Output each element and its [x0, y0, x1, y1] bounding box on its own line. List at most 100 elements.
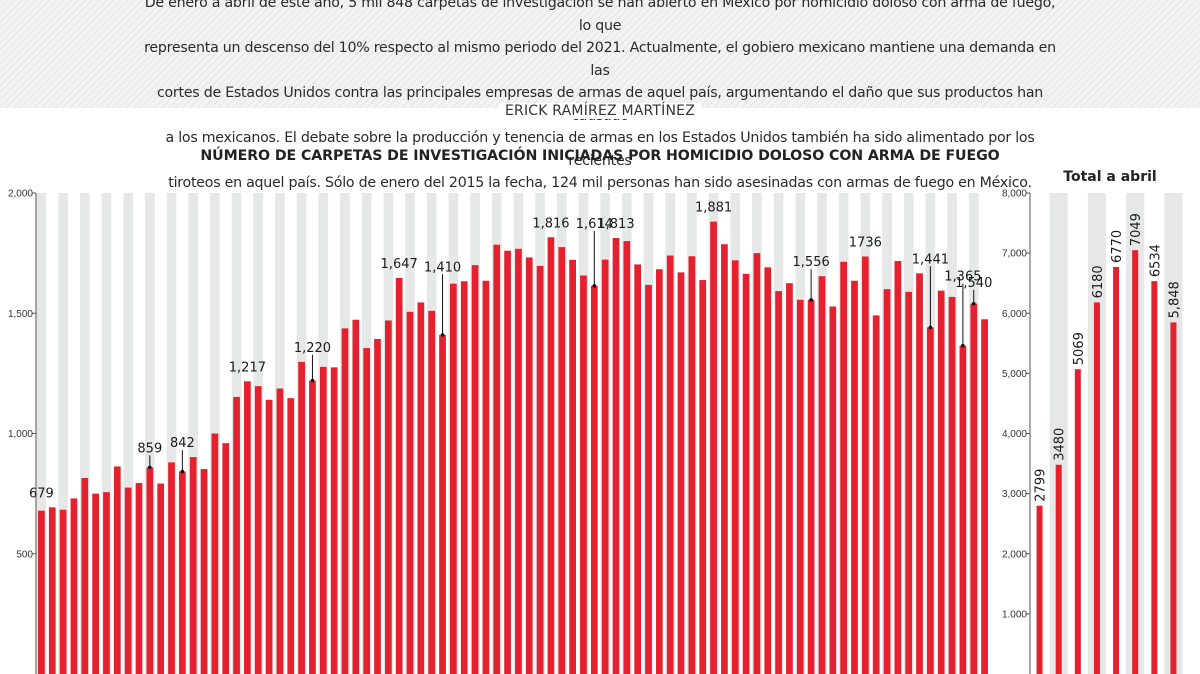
bar	[384, 320, 392, 674]
side-chart-title: Total a abril	[1063, 169, 1157, 185]
month-stripe	[145, 193, 155, 674]
chart-title: NÚMERO DE CARPETAS DE INVESTIGACIÓN INIC…	[200, 148, 1000, 164]
bar	[460, 281, 468, 674]
data-label: 859	[137, 441, 162, 456]
bar	[70, 498, 78, 674]
month-stripe	[188, 193, 199, 674]
bar	[677, 272, 685, 674]
bar	[515, 248, 522, 674]
year-bar-label: 5,848	[1167, 281, 1182, 318]
bar	[59, 509, 67, 674]
bar	[265, 399, 273, 674]
y-tick-label: 1,500	[8, 309, 33, 320]
annotation-dot	[971, 301, 976, 306]
year-bar-label: 2799	[1034, 469, 1049, 502]
side-y-tick-label: 2,000	[1002, 549, 1027, 560]
data-label: 1,816	[532, 216, 569, 231]
bar	[916, 273, 923, 674]
bar	[525, 257, 533, 674]
bar	[309, 380, 316, 674]
annotation-dot	[928, 325, 933, 330]
bar	[178, 471, 186, 674]
bar	[330, 367, 338, 674]
bar	[655, 269, 663, 674]
bar	[764, 267, 772, 674]
y-tick-label: 2,000	[8, 189, 33, 200]
year-bar-label: 5069	[1072, 332, 1087, 365]
bar	[146, 467, 154, 674]
bar	[851, 280, 858, 674]
intro-line: representa un descenso del 10% respecto …	[144, 40, 1056, 79]
bar	[298, 361, 305, 674]
year-bar	[1113, 266, 1120, 674]
bar	[818, 276, 826, 674]
annotation-dot	[592, 284, 597, 288]
bar	[244, 381, 251, 674]
year-bar	[1074, 369, 1081, 674]
y-tick-label: 1,000	[8, 429, 33, 440]
side-y-tick-label: 1.000	[1002, 609, 1027, 620]
year-bar	[1151, 281, 1158, 674]
bar	[796, 299, 804, 674]
year-stripe	[1049, 193, 1068, 674]
bar	[590, 285, 598, 674]
bar	[222, 443, 230, 674]
annotation-dot	[148, 465, 152, 470]
bar	[959, 345, 967, 674]
bar	[200, 469, 208, 674]
bar	[981, 319, 988, 674]
bar	[905, 291, 913, 674]
side-y-tick-label: 8,000	[1002, 189, 1027, 200]
author-name: ERICK RAMÍREZ MARTÍNEZ	[498, 103, 702, 119]
month-stripe	[123, 193, 133, 674]
bar	[103, 492, 110, 674]
month-stripe	[36, 193, 47, 674]
bar	[699, 280, 707, 674]
data-label: 842	[170, 436, 195, 451]
bar	[894, 261, 902, 674]
bar	[439, 334, 446, 674]
bar	[135, 483, 143, 674]
month-stripe	[58, 193, 68, 674]
side-y-tick-label: 6,000	[1002, 309, 1027, 320]
bar	[883, 289, 891, 674]
bar	[254, 386, 262, 674]
bar	[341, 328, 349, 674]
year-bar	[1093, 302, 1100, 674]
bar	[569, 259, 576, 674]
year-bar	[1132, 250, 1139, 674]
bar	[157, 483, 165, 674]
bar	[319, 366, 327, 674]
bar	[428, 310, 436, 674]
bar	[623, 241, 631, 674]
bar	[731, 260, 739, 674]
year-bar	[1036, 505, 1043, 674]
bar	[48, 507, 56, 674]
bar	[471, 265, 479, 674]
bar	[450, 283, 457, 674]
intro-line: a los mexicanos. El debate sobre la prod…	[165, 130, 1035, 169]
bar	[612, 237, 620, 674]
bar	[482, 280, 490, 674]
bar	[558, 247, 566, 674]
bar	[721, 244, 728, 674]
bar	[807, 299, 815, 674]
data-label: 1,881	[695, 201, 732, 216]
bar	[374, 338, 381, 674]
data-label: 1,410	[424, 260, 461, 275]
year-bar-label: 6534	[1148, 244, 1163, 277]
bar	[536, 265, 544, 674]
annotation-dot	[961, 343, 965, 348]
bar	[742, 273, 750, 674]
bar	[92, 493, 99, 674]
y-tick-label: 500	[16, 549, 33, 560]
bar	[395, 277, 403, 674]
annotation-dot	[310, 378, 315, 383]
bar	[504, 250, 511, 674]
side-y-tick-label: 4,000	[1002, 429, 1027, 440]
bar	[688, 256, 696, 674]
bar	[948, 296, 956, 674]
bar	[352, 319, 360, 674]
author-byline: ERICK RAMÍREZ MARTÍNEZ	[0, 102, 1200, 120]
